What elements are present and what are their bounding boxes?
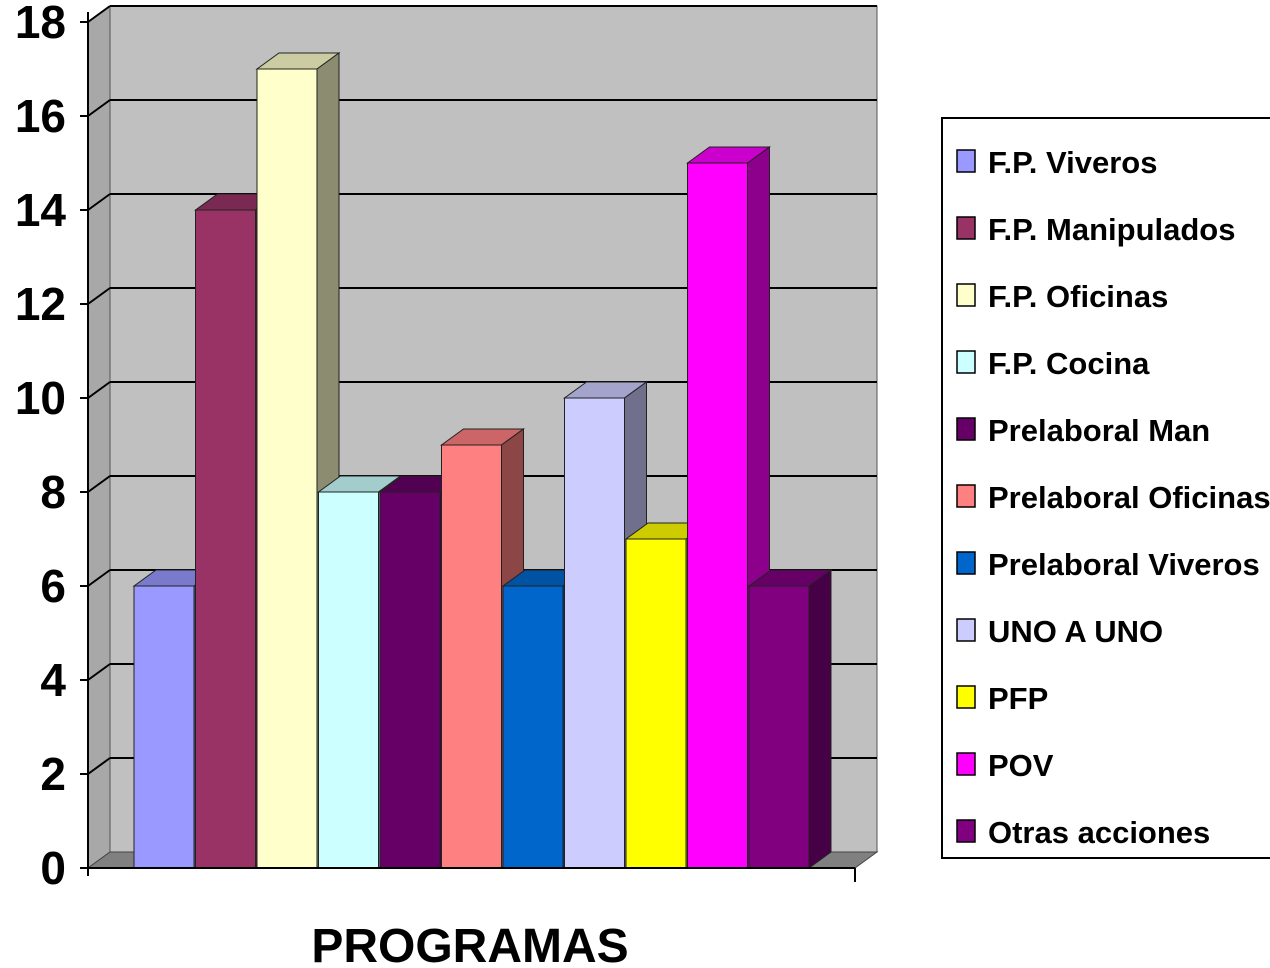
bar-front — [379, 491, 441, 869]
y-tick-label: 4 — [40, 654, 66, 706]
gridline-side — [87, 381, 111, 399]
bars — [132, 52, 833, 869]
legend-label: UNO A UNO — [988, 614, 1163, 649]
bar-front — [318, 491, 379, 869]
legend-label: F.P. Oficinas — [988, 279, 1168, 314]
legend: F.P. Viveros F.P. Manipulados F.P. Oficina… — [941, 117, 1270, 859]
bar-front — [748, 585, 810, 869]
legend-label: Prelaboral Viveros — [988, 547, 1260, 582]
axes — [80, 12, 856, 882]
legend-swatch — [956, 350, 976, 374]
bar-front — [502, 585, 564, 869]
y-tick-label: 8 — [40, 466, 66, 518]
gridline-side — [87, 569, 111, 587]
legend-swatch — [956, 283, 976, 307]
y-tick-labels: 0 2 4 6 8 10 12 14 16 18 — [15, 0, 67, 894]
bar-front — [441, 444, 502, 869]
bar-front — [625, 538, 687, 869]
bar — [439, 428, 526, 869]
bar — [747, 569, 833, 869]
legend-label: POV — [988, 748, 1054, 783]
legend-swatch — [956, 417, 976, 441]
legend-label: Prelaboral Man — [988, 413, 1210, 448]
legend-swatch — [956, 819, 976, 843]
gridline-side — [87, 193, 111, 211]
y-tick-label: 2 — [40, 748, 66, 800]
legend-item: F.P. Cocina — [956, 346, 1150, 381]
bar-front — [256, 68, 318, 869]
y-tick-label: 10 — [15, 372, 66, 424]
bar-front — [133, 585, 195, 869]
y-tick-label: 14 — [15, 184, 67, 236]
y-tick-label: 0 — [40, 842, 66, 894]
legend-swatch — [956, 484, 976, 508]
legend-item: PFP — [956, 681, 1048, 716]
legend-label: F.P. Viveros — [988, 145, 1157, 180]
legend-box — [941, 117, 1270, 859]
legend-item: UNO A UNO — [956, 614, 1163, 649]
gridline-side — [87, 99, 111, 117]
bar-front — [687, 162, 748, 869]
bar-front — [564, 397, 625, 869]
legend-label: F.P. Cocina — [988, 346, 1150, 381]
legend-item: POV — [956, 748, 1054, 783]
gridline-side — [87, 287, 111, 305]
legend-item: F.P. Oficinas — [956, 279, 1168, 314]
bar-front — [195, 209, 256, 869]
gridline-side — [87, 475, 111, 493]
legend-item: F.P. Manipulados — [956, 212, 1235, 247]
legend-swatch — [956, 149, 976, 173]
bar-side — [808, 569, 832, 869]
y-tick-label: 6 — [40, 560, 66, 612]
legend-label: Otras acciones — [988, 815, 1210, 850]
legend-label: F.P. Manipulados — [988, 212, 1235, 247]
legend-swatch — [956, 685, 976, 709]
legend-item: Otras acciones — [956, 815, 1210, 850]
y-tick-label: 18 — [15, 0, 66, 48]
legend-item: F.P. Viveros — [956, 145, 1157, 180]
y-tick-label: 12 — [15, 278, 66, 330]
gridline-side — [87, 663, 111, 681]
legend-swatch — [956, 752, 976, 776]
legend-swatch — [956, 216, 976, 240]
x-axis-label: PROGRAMAS — [311, 920, 628, 968]
legend-item: Prelaboral Oficinas — [956, 480, 1270, 515]
y-tick-label: 16 — [15, 90, 66, 142]
gridline-side — [87, 757, 111, 775]
side-wall — [87, 5, 111, 869]
legend-swatch — [956, 551, 976, 575]
gridline-side — [87, 5, 111, 23]
legend-label: Prelaboral Oficinas — [988, 480, 1270, 515]
legend-item: Prelaboral Man — [956, 413, 1210, 448]
legend-item: Prelaboral Viveros — [956, 547, 1260, 582]
legend-label: PFP — [988, 681, 1048, 716]
legend-swatch — [956, 618, 976, 642]
